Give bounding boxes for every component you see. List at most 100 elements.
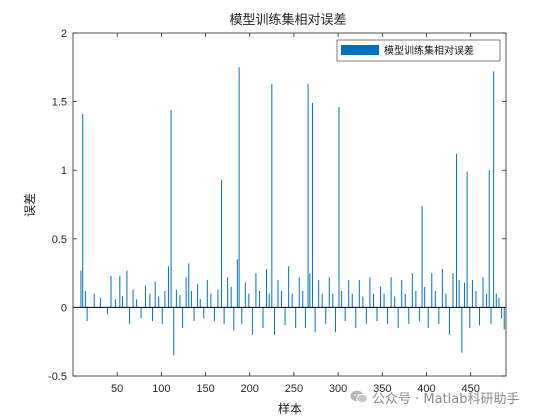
legend-label: 模型训练集相对误差 <box>384 44 474 57</box>
bar <box>167 266 169 308</box>
bar <box>376 307 378 322</box>
bar <box>383 293 385 308</box>
bar <box>248 293 250 308</box>
bar <box>456 153 458 308</box>
bar <box>427 307 429 328</box>
x-tick-label: 50 <box>111 383 123 395</box>
bar <box>110 275 112 308</box>
bar <box>233 307 235 331</box>
legend: 模型训练集相对误差 <box>336 39 501 62</box>
bar <box>82 113 84 308</box>
bar <box>461 307 463 353</box>
bar <box>268 293 270 308</box>
bar <box>144 285 146 308</box>
legend-swatch <box>341 45 379 55</box>
bar <box>311 102 313 308</box>
bar <box>129 307 131 324</box>
bar <box>332 293 334 308</box>
bar <box>206 279 208 308</box>
x-tick-label: 450 <box>461 383 479 395</box>
bar <box>175 289 177 308</box>
bar <box>325 307 327 324</box>
bar <box>369 277 371 308</box>
bar <box>390 277 392 308</box>
bar <box>348 279 350 308</box>
bar <box>463 282 465 308</box>
bar <box>355 307 357 328</box>
x-axis-label: 样本 <box>278 401 302 416</box>
y-tick-label: -0.5 <box>48 371 67 383</box>
bar <box>93 293 95 308</box>
wechat-icon <box>350 390 368 404</box>
bar <box>271 83 273 308</box>
bar <box>230 286 232 308</box>
bar <box>309 273 311 308</box>
bar <box>365 307 367 324</box>
bar <box>298 277 300 308</box>
bar <box>132 289 134 308</box>
bar <box>86 307 88 322</box>
bar <box>372 293 374 308</box>
bar <box>114 299 116 308</box>
bar <box>140 307 142 319</box>
bar <box>328 277 330 308</box>
bar <box>441 268 443 308</box>
bar <box>136 299 138 308</box>
bar <box>307 83 309 308</box>
bar <box>84 290 86 308</box>
bar <box>284 307 286 326</box>
bar <box>185 277 187 308</box>
plot-frame <box>72 32 507 377</box>
bar <box>501 307 503 319</box>
bar <box>179 295 181 308</box>
x-tick-label: 150 <box>196 383 214 395</box>
bar <box>302 290 304 308</box>
bar <box>213 307 215 322</box>
bar <box>411 273 413 308</box>
bar <box>475 290 477 308</box>
bar <box>106 307 108 315</box>
bar <box>321 293 323 308</box>
bar <box>291 293 293 308</box>
bar <box>338 107 340 308</box>
bar <box>498 297 500 308</box>
bar <box>258 290 260 308</box>
bar <box>394 296 396 308</box>
bar <box>236 259 238 308</box>
x-tick-label: 200 <box>241 383 259 395</box>
plot-area <box>72 32 507 377</box>
bar <box>266 268 268 308</box>
bar <box>344 307 346 322</box>
bar <box>223 307 225 324</box>
bar <box>351 293 353 308</box>
bar <box>193 307 195 322</box>
bar <box>119 275 121 308</box>
bar <box>238 67 240 308</box>
bar <box>486 293 488 308</box>
bar <box>281 290 283 308</box>
bar <box>255 273 257 308</box>
bar <box>262 307 264 328</box>
bar <box>490 307 492 324</box>
bar <box>161 307 163 324</box>
bar <box>121 296 123 308</box>
bar <box>158 296 160 308</box>
bar <box>203 307 205 319</box>
bar <box>314 307 316 333</box>
bar <box>197 284 199 308</box>
bar <box>170 109 172 308</box>
bar <box>126 270 128 308</box>
x-tick-label: 350 <box>373 383 391 395</box>
bar <box>99 297 101 308</box>
bar <box>380 286 382 308</box>
bar <box>304 307 306 328</box>
bar <box>438 307 440 324</box>
bar <box>190 290 192 308</box>
bar <box>288 266 290 308</box>
bar <box>273 307 275 335</box>
y-tick-label: 0.5 <box>52 234 67 246</box>
bar <box>404 293 406 308</box>
bar <box>431 273 433 308</box>
bar <box>418 307 420 322</box>
bar <box>277 279 279 308</box>
